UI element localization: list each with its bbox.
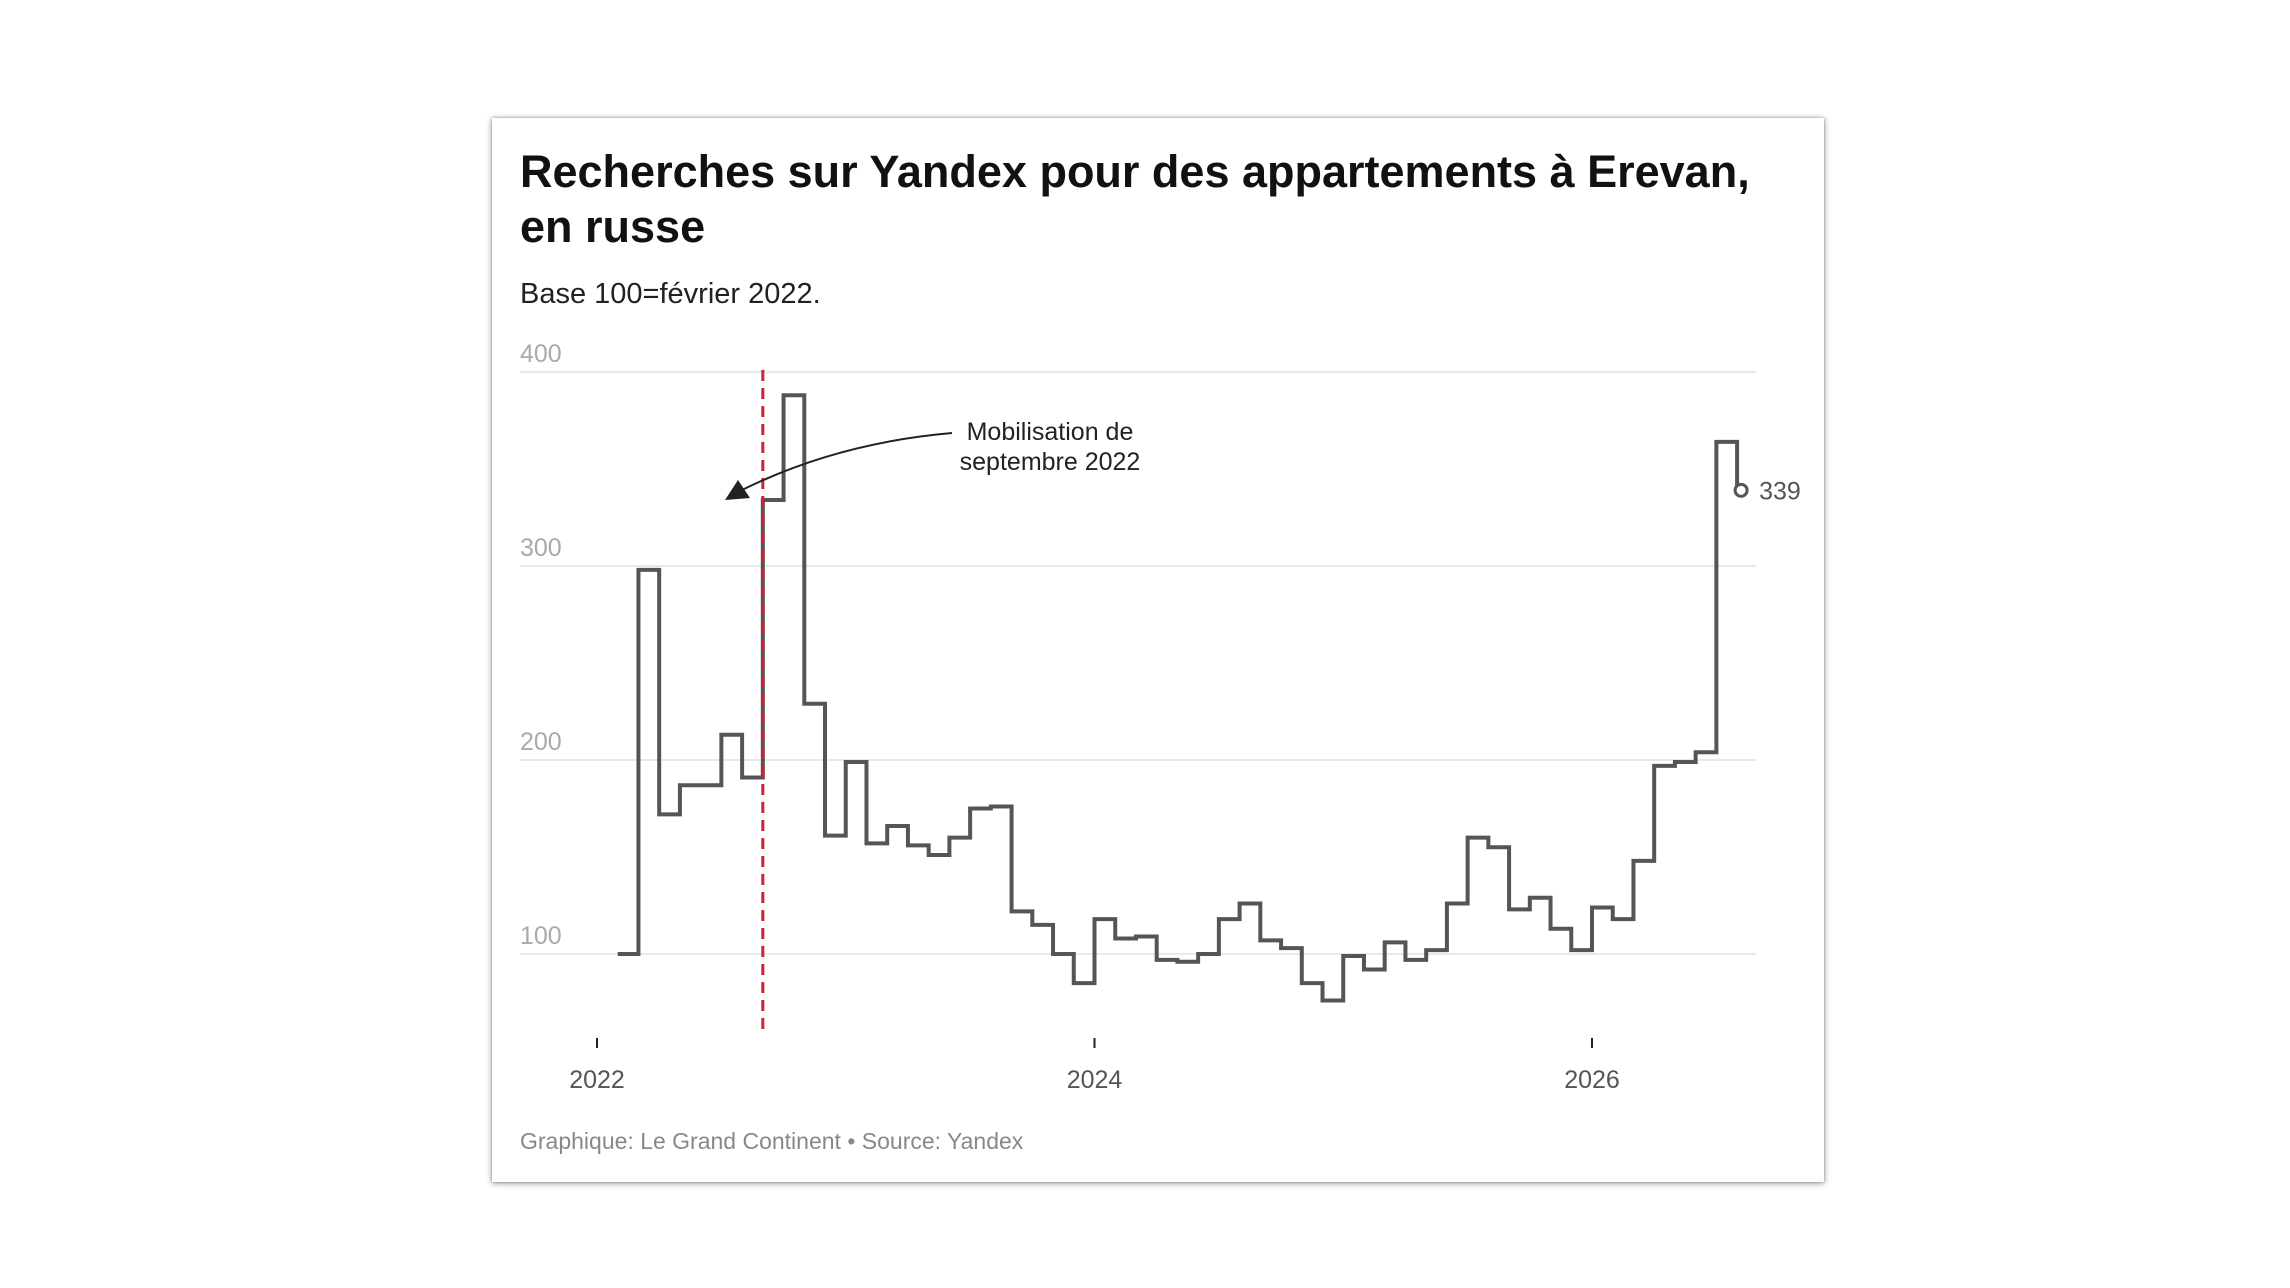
series-line xyxy=(617,393,1740,1003)
annotation-mobilisation-label: Mobilisation de septembre 2022 xyxy=(960,418,1141,476)
x-tick-label-2024: 2024 xyxy=(1067,1066,1123,1094)
chart-footer-credit: Graphique: Le Grand Continent • Source: … xyxy=(520,1128,1024,1154)
y-tick-label-300: 300 xyxy=(520,534,562,562)
y-tick-label-200: 200 xyxy=(520,728,562,756)
chart-plot: 100 200 300 400 2022 2024 2026 339 Mobilisation … xyxy=(520,340,1801,1094)
series-end-marker xyxy=(1733,482,1749,498)
annotation-arrow-line xyxy=(741,432,953,491)
x-tick-label-2026: 2026 xyxy=(1564,1066,1620,1094)
x-tick-label-2022: 2022 xyxy=(569,1066,625,1094)
annotation-arrowhead-icon xyxy=(725,480,750,500)
y-tick-label-100: 100 xyxy=(520,922,562,950)
series-end-label: 339 xyxy=(1759,477,1801,505)
chart-title: Recherches sur Yandex pour des apparteme… xyxy=(520,146,1750,252)
y-tick-label-400: 400 xyxy=(520,340,562,368)
chart-card: Recherches sur Yandex pour des apparteme… xyxy=(492,118,1824,1182)
chart-subtitle: Base 100=février 2022. xyxy=(520,278,821,310)
